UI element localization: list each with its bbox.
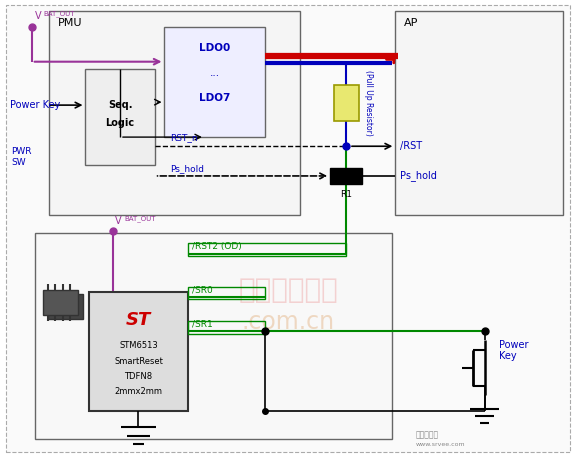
Text: 2mmx2mm: 2mmx2mm [114,387,163,396]
Text: Key: Key [499,351,517,361]
Text: Seq.: Seq. [108,100,132,110]
Text: V: V [35,11,41,21]
Text: PMU: PMU [58,18,82,28]
Text: Power: Power [499,340,529,350]
Bar [85,69,155,165]
Text: ...: ... [210,68,220,78]
Text: 賽微電子網: 賽微電子網 [415,430,439,440]
Text: AP: AP [404,18,418,28]
Text: Power Key: Power Key [10,100,61,110]
Bar [49,11,300,215]
Text: SW: SW [12,158,26,167]
Text: .com.cn: .com.cn [242,310,335,334]
Bar [35,233,392,439]
Text: ST: ST [126,311,151,329]
Text: PWR: PWR [12,147,32,156]
Text: BAT_OUT: BAT_OUT [125,215,156,222]
Bar [89,292,188,411]
Text: www.srvee.com: www.srvee.com [415,442,465,446]
Bar [43,290,78,315]
Text: /RST: /RST [400,141,422,151]
Text: (Pull Up Resistor): (Pull Up Resistor) [364,70,373,136]
Text: TDFN8: TDFN8 [125,372,152,381]
Text: 電子產品世界: 電子產品世界 [239,276,338,304]
Text: Ps_hold: Ps_hold [170,164,204,173]
Text: R1: R1 [340,190,352,199]
Text: BAT_OUT: BAT_OUT [44,11,76,17]
Bar [334,85,359,121]
Text: STM6513: STM6513 [119,341,158,351]
Text: SmartReset: SmartReset [114,357,163,366]
Bar [188,321,265,334]
Text: Logic: Logic [106,118,134,128]
Text: /RST2 (OD): /RST2 (OD) [192,242,242,251]
Bar [330,168,362,184]
Bar [395,11,563,215]
Bar [48,294,83,319]
Text: /SR1: /SR1 [192,320,213,329]
Text: LDO7: LDO7 [199,93,231,103]
Text: Ps_hold: Ps_hold [400,170,437,181]
Text: LDO0: LDO0 [199,43,231,53]
Text: RST_n: RST_n [170,133,198,143]
Bar [188,287,265,299]
Bar [188,243,346,256]
Text: V: V [115,216,122,226]
Text: /SR0: /SR0 [192,286,213,295]
Bar [164,27,265,137]
